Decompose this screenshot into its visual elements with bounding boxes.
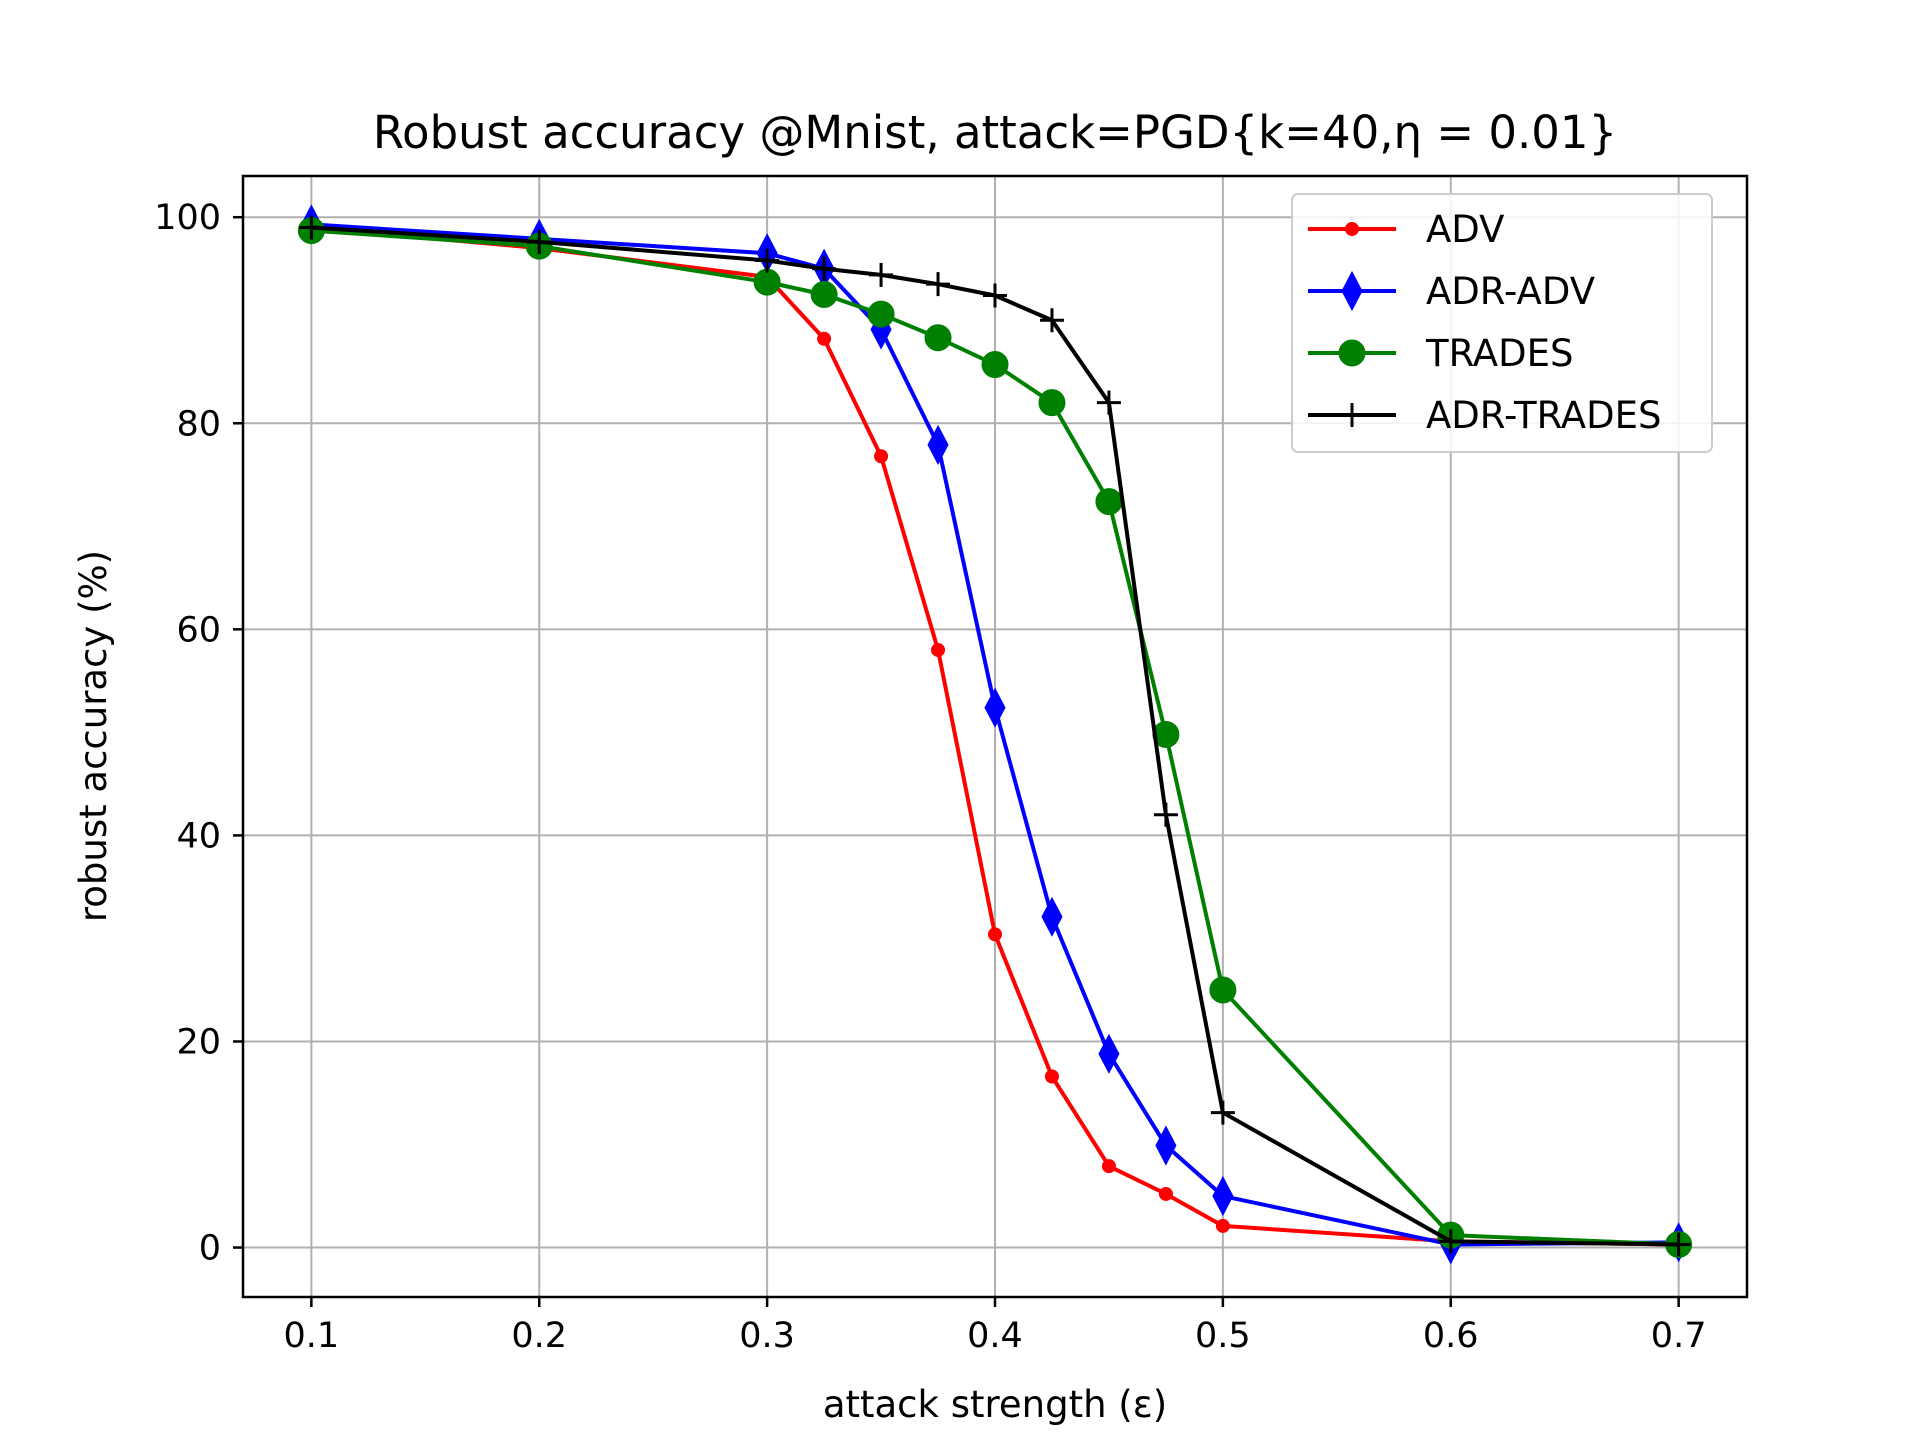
legend-marker-trades (1338, 339, 1366, 367)
legend-marker-adr-adv (1341, 270, 1363, 312)
data-point-trades (981, 351, 1009, 379)
legend-label-trades: TRADES (1425, 332, 1573, 375)
y-tick-label: 40 (176, 816, 221, 856)
data-point-adv (817, 331, 832, 346)
x-tick-label: 0.5 (1195, 1316, 1251, 1356)
data-point-adr-trades (527, 229, 552, 254)
data-point-adr-adv (927, 424, 949, 465)
legend-entry-trades: TRADES (1308, 332, 1573, 375)
axis-ticks: 0.1 0.2 0.3 0.4 0.5 0.6 0.7 0 20 40 60 80 100 (154, 198, 1706, 1356)
data-point-trades (753, 268, 781, 296)
legend-label-adr-adv: ADR-ADV (1426, 270, 1595, 313)
plot-area (297, 204, 1693, 1265)
legend-label-adv: ADV (1426, 208, 1504, 251)
data-point-adr-trades (926, 272, 951, 297)
data-point-adr-adv (984, 687, 1006, 728)
data-point-adv (1215, 1218, 1230, 1233)
data-point-trades (924, 324, 952, 352)
legend-marker-adv (1345, 222, 1359, 236)
data-point-adr-trades (1210, 1100, 1235, 1125)
data-point-adr-trades (299, 215, 324, 240)
data-point-adv (931, 642, 946, 657)
legend: ADV ADR-ADV TRADES ADR-TRADES (1291, 193, 1713, 453)
x-axis-label: attack strength (ε) (823, 1383, 1167, 1426)
x-tick-label: 0.3 (739, 1316, 795, 1356)
data-point-adr-adv (1212, 1175, 1234, 1217)
legend-label-adr-trades: ADR-TRADES (1426, 394, 1661, 437)
x-tick-label: 0.6 (1423, 1316, 1479, 1356)
data-point-adv (988, 927, 1002, 942)
y-tick-label: 20 (176, 1022, 221, 1062)
data-point-adr-trades (1438, 1229, 1463, 1254)
data-point-trades (1209, 976, 1237, 1004)
data-point-trades (810, 280, 838, 308)
data-point-adr-adv (1155, 1125, 1177, 1166)
data-point-adr-trades (1666, 1232, 1691, 1257)
y-tick-label: 80 (176, 404, 221, 444)
y-tick-label: 0 (199, 1229, 221, 1269)
data-point-adr-trades (812, 256, 837, 281)
x-tick-label: 0.4 (967, 1316, 1023, 1356)
data-point-trades (1038, 389, 1066, 417)
data-point-adr-trades (1096, 390, 1121, 415)
legend-box (1291, 193, 1713, 453)
data-point-trades (1095, 488, 1123, 516)
data-point-adr-adv (1098, 1033, 1120, 1074)
data-point-adr-adv (1041, 896, 1063, 937)
legend-marker-adr-trades (1340, 403, 1364, 427)
data-point-trades (867, 300, 895, 328)
data-point-adr-trades (1039, 308, 1064, 333)
legend-entry-adr-trades: ADR-TRADES (1308, 394, 1661, 437)
series-adr-trades (299, 215, 1691, 1257)
data-point-adv (1044, 1069, 1059, 1084)
y-tick-label: 100 (154, 198, 221, 238)
legend-entry-adr-adv: ADR-ADV (1308, 270, 1595, 313)
chart-title: Robust accuracy @Mnist, attack=PGD{k=40,… (373, 106, 1617, 159)
data-point-adv (1158, 1186, 1173, 1201)
y-axis-label: robust accuracy (%) (72, 550, 115, 922)
data-point-adv (1101, 1159, 1116, 1174)
data-point-adv (874, 449, 889, 464)
x-tick-label: 0.7 (1651, 1316, 1707, 1356)
x-tick-label: 0.2 (511, 1316, 567, 1356)
y-tick-label: 60 (176, 610, 221, 650)
data-point-adr-trades (755, 248, 780, 273)
data-point-adr-trades (1153, 802, 1178, 827)
data-point-adr-trades (869, 262, 894, 287)
legend-entry-adv: ADV (1308, 208, 1504, 251)
data-point-adr-trades (983, 283, 1007, 308)
x-tick-label: 0.1 (284, 1316, 340, 1356)
